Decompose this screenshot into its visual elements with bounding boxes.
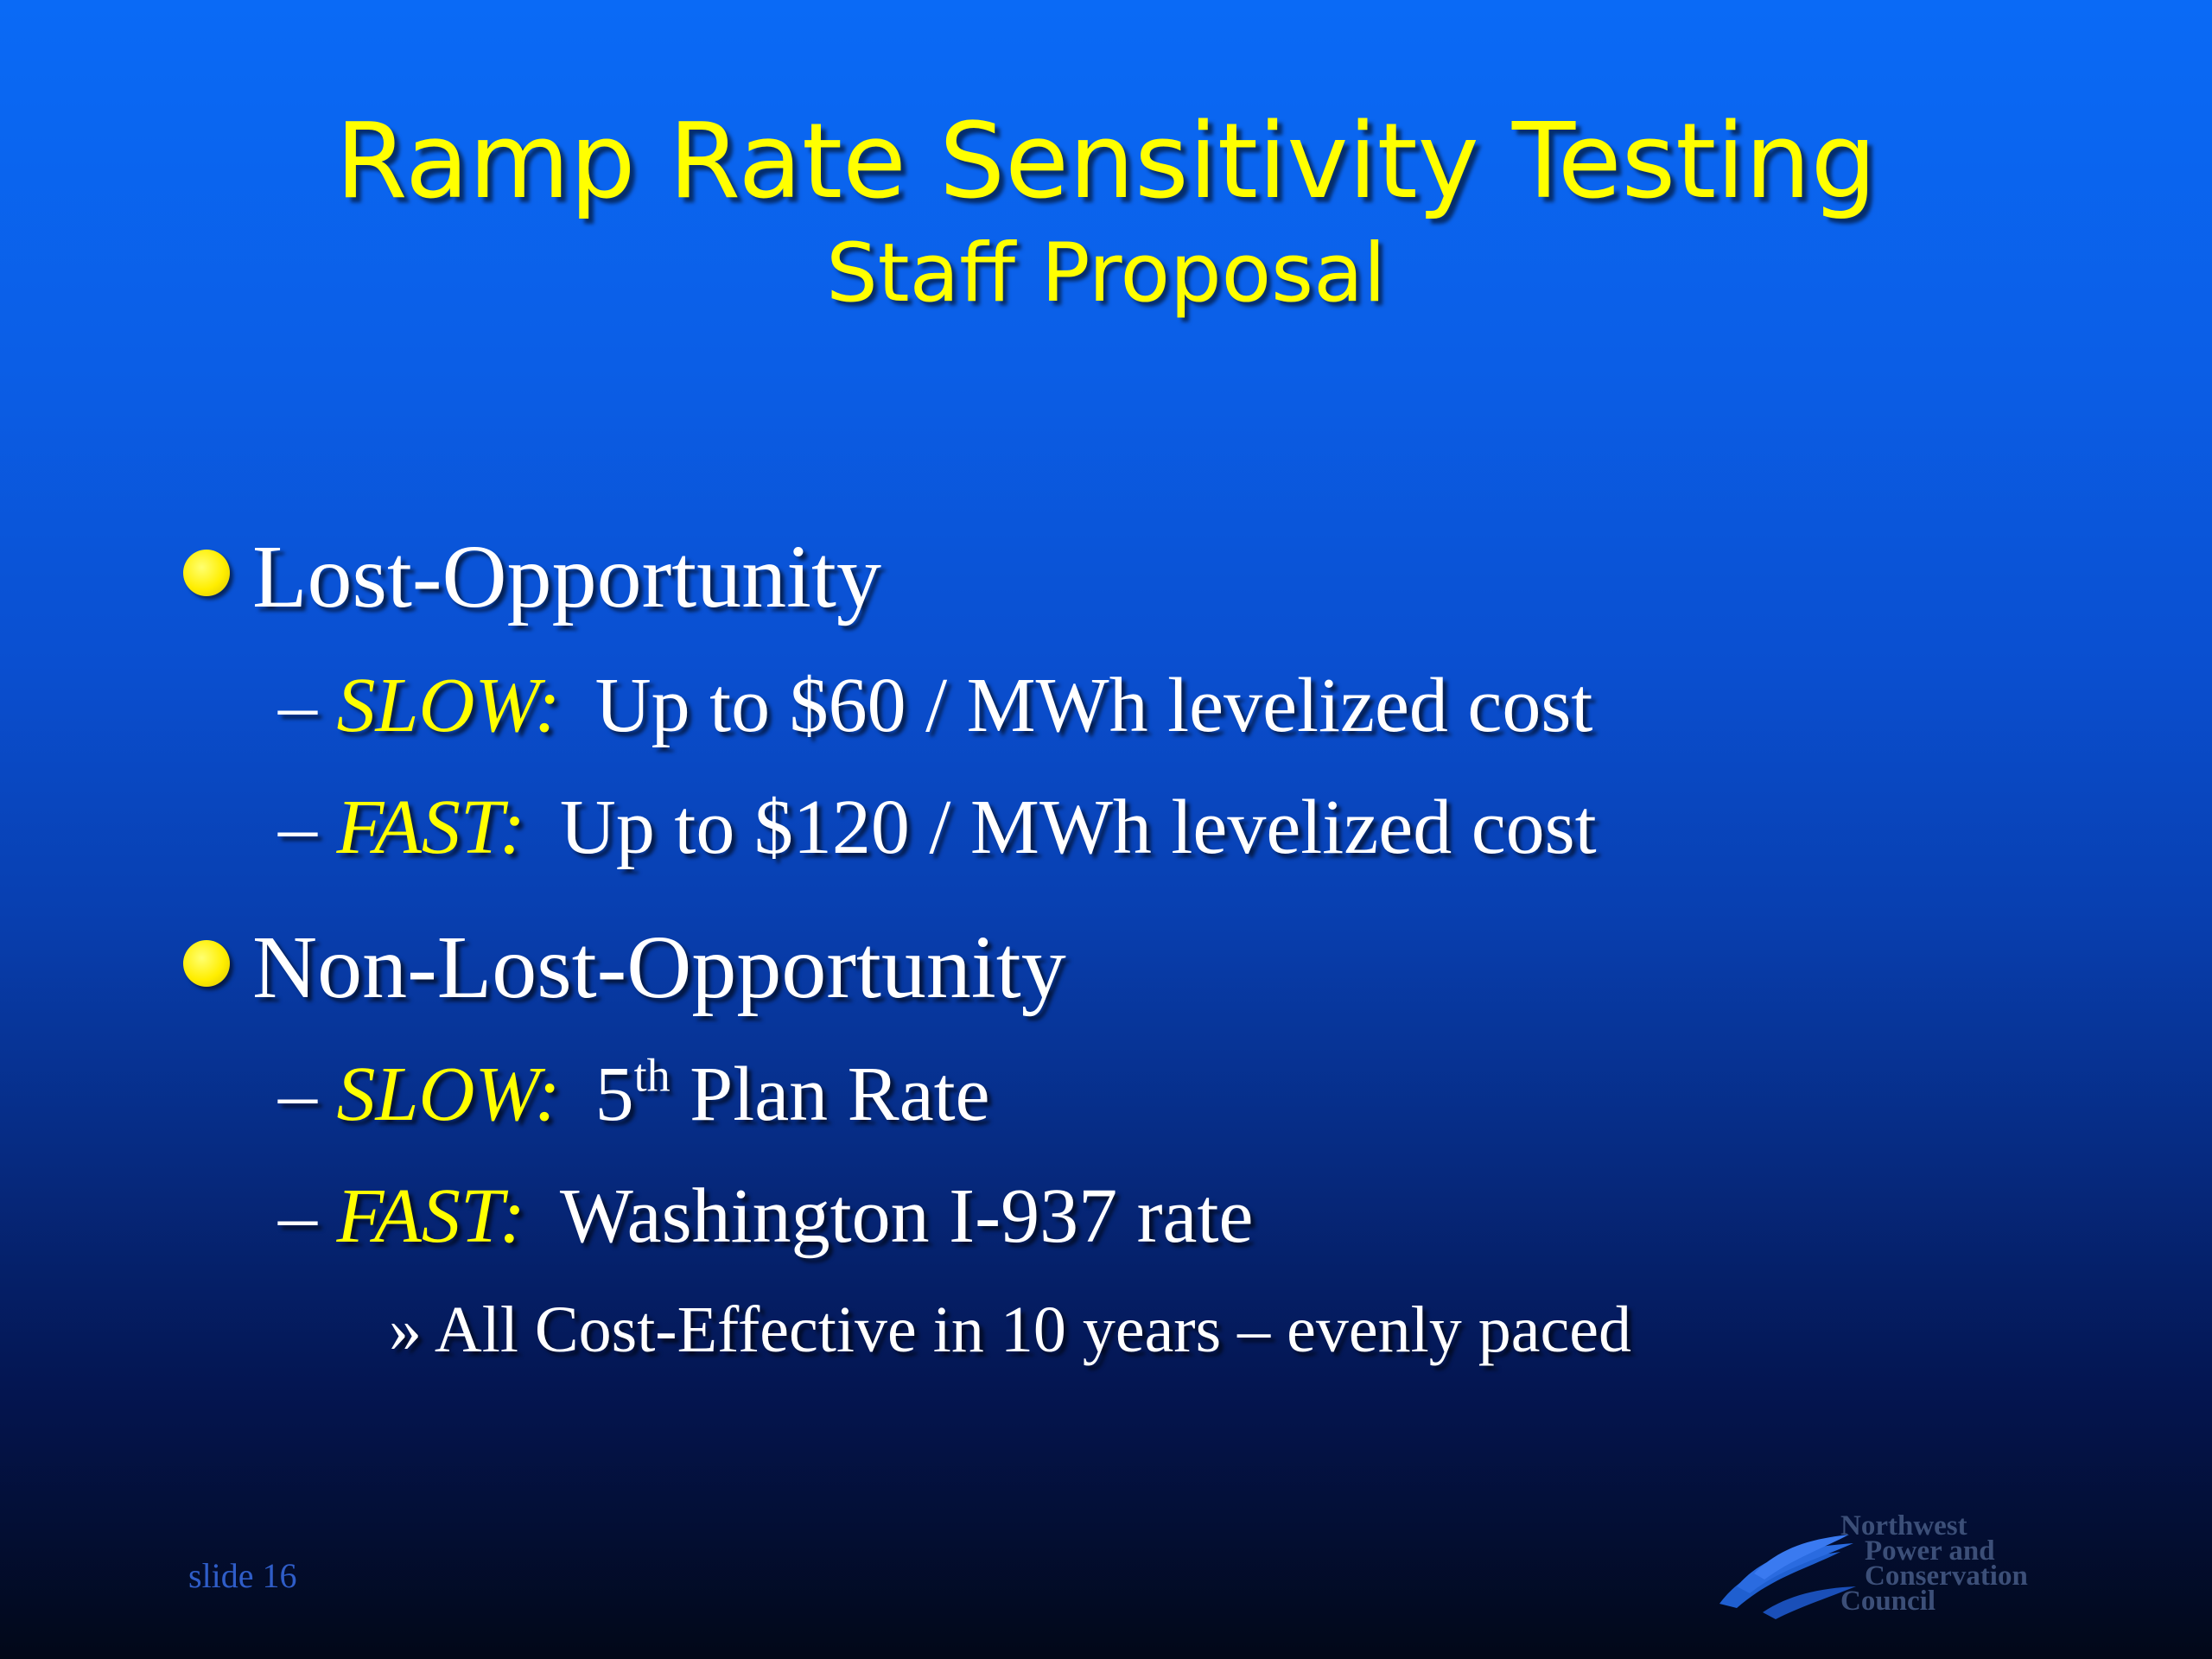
item-text: Washington I-937 rate bbox=[559, 1173, 1254, 1259]
dash-glyph: – bbox=[278, 663, 317, 748]
list-item-lost-fast: – FAST: Up to $120 / MWh levelized cost bbox=[278, 783, 1597, 873]
bullet-icon bbox=[183, 550, 230, 596]
bullet-non-lost-opportunity: Non-Lost-Opportunity bbox=[252, 918, 1066, 1017]
bullet-lost-opportunity: Lost-Opportunity bbox=[252, 527, 881, 626]
item-text: Plan Rate bbox=[690, 1052, 990, 1137]
keyword-slow: SLOW: bbox=[336, 1052, 561, 1137]
logo-line: Conservation bbox=[1865, 1560, 2028, 1592]
list-item-lost-slow: – SLOW: Up to $60 / MWh levelized cost bbox=[278, 661, 1592, 751]
slide-subtitle: Staff Proposal bbox=[826, 226, 1386, 321]
dash-glyph: – bbox=[278, 1173, 317, 1259]
item-text-number: 5 bbox=[594, 1052, 634, 1137]
raquo-glyph: » bbox=[389, 1294, 422, 1366]
subitem-text: All Cost-Effective in 10 years – evenly … bbox=[434, 1294, 1631, 1366]
item-text: Up to $120 / MWh levelized cost bbox=[559, 785, 1597, 870]
list-item-nonlost-slow: – SLOW: 5th Plan Rate bbox=[278, 1050, 990, 1140]
dash-glyph: – bbox=[278, 1052, 317, 1137]
logo-line: Council bbox=[1840, 1586, 1936, 1617]
logo-wordmark: Northwest Power and Conservation Council bbox=[1840, 1510, 2028, 1617]
item-text: Up to $60 / MWh levelized cost bbox=[594, 663, 1593, 748]
logo-line: Power and bbox=[1865, 1535, 1995, 1567]
ordinal-superscript: th bbox=[633, 1049, 671, 1102]
bullet-icon bbox=[183, 940, 230, 987]
list-subitem-all-cost-effective: » All Cost-Effective in 10 years – evenl… bbox=[389, 1291, 1631, 1369]
dash-glyph: – bbox=[278, 785, 317, 870]
keyword-fast: FAST: bbox=[336, 1173, 525, 1259]
slide-number: slide 16 bbox=[188, 1556, 297, 1595]
council-logo: Northwest Power and Conservation Council bbox=[1711, 1510, 2056, 1626]
keyword-slow: SLOW: bbox=[336, 663, 561, 748]
list-item-nonlost-fast: – FAST: Washington I-937 rate bbox=[278, 1172, 1253, 1262]
logo-line: Northwest bbox=[1840, 1510, 1967, 1541]
wave-logo-icon bbox=[1719, 1535, 1856, 1619]
slide-title: Ramp Rate Sensitivity Testing bbox=[335, 102, 1877, 222]
keyword-fast: FAST: bbox=[336, 785, 525, 870]
